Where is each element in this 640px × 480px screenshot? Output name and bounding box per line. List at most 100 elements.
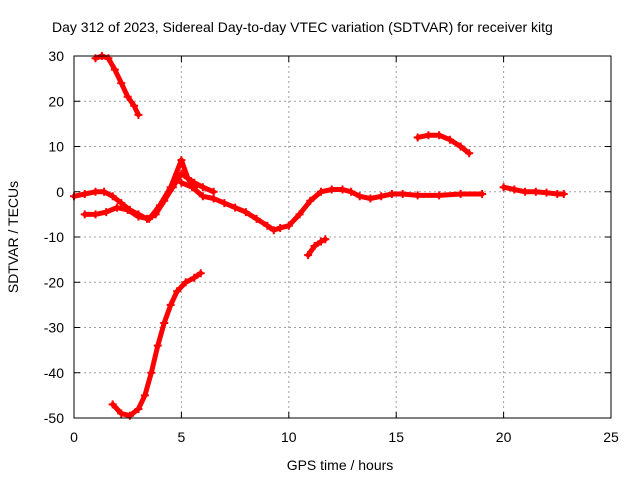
data-point	[147, 368, 156, 377]
data-point	[398, 190, 407, 199]
data-point	[102, 208, 111, 217]
data-point	[112, 203, 121, 212]
y-tick-label: 20	[48, 93, 64, 109]
data-point	[134, 404, 143, 413]
y-tick-label: 10	[48, 139, 64, 155]
series-arc-right-end	[501, 184, 567, 197]
data-point	[252, 214, 261, 223]
y-tick-label: -10	[44, 229, 64, 245]
data-point	[521, 187, 530, 196]
x-tick-label: 25	[603, 429, 619, 445]
data-point	[140, 391, 149, 400]
data-point	[190, 273, 199, 282]
data-point	[110, 65, 119, 74]
data-point	[542, 188, 551, 197]
data-point	[134, 212, 143, 221]
y-tick-label: -40	[44, 365, 64, 381]
data-point	[134, 110, 143, 119]
data-point	[183, 174, 192, 183]
data-point	[123, 92, 132, 101]
data-series-group	[70, 52, 568, 420]
y-axis-ticks: -50 -40 -30 -20 -10 0 10 20 30	[44, 48, 611, 426]
data-point	[347, 187, 356, 196]
x-tick-label: 5	[178, 429, 186, 445]
y-tick-label: -30	[44, 320, 64, 336]
data-point	[387, 190, 396, 199]
series-arc-small	[305, 236, 328, 258]
data-point	[317, 237, 326, 246]
data-point	[478, 190, 487, 199]
data-point	[366, 194, 375, 203]
data-point	[413, 133, 422, 142]
data-point	[263, 221, 272, 230]
data-point	[304, 251, 313, 260]
data-point	[338, 185, 347, 194]
data-point	[209, 194, 218, 203]
data-point	[456, 142, 465, 151]
y-tick-label: -20	[44, 274, 64, 290]
data-point	[531, 187, 540, 196]
data-point	[424, 131, 433, 140]
y-axis-label: SDTVAR / TECUs	[5, 181, 21, 293]
data-point	[355, 192, 364, 201]
data-point	[241, 208, 250, 217]
data-point	[295, 210, 304, 219]
data-point	[153, 341, 162, 350]
y-tick-label: 0	[56, 184, 64, 200]
data-point	[181, 278, 190, 287]
data-point	[499, 183, 508, 192]
data-point	[435, 191, 444, 200]
data-point	[465, 149, 474, 158]
data-point	[166, 183, 175, 192]
y-tick-label: 30	[48, 48, 64, 64]
data-point	[209, 187, 218, 196]
data-point	[130, 101, 139, 110]
data-point	[91, 210, 100, 219]
data-point	[284, 221, 293, 230]
data-point	[117, 79, 126, 88]
data-point	[145, 214, 154, 223]
data-point	[117, 199, 126, 208]
x-tick-label: 20	[496, 429, 512, 445]
data-point	[435, 131, 444, 140]
data-point	[108, 400, 117, 409]
data-point	[117, 409, 126, 418]
x-axis-label: GPS time / hours	[287, 457, 394, 473]
series-arc-bottom	[110, 270, 204, 419]
data-point	[108, 192, 117, 201]
data-point	[160, 318, 169, 327]
x-axis-ticks: 0 5 10 15 20 25	[70, 56, 619, 445]
data-point	[456, 190, 465, 199]
data-point	[377, 192, 386, 201]
data-point	[100, 187, 109, 196]
chart-title: Day 312 of 2023, Sidereal Day-to-day VTE…	[52, 19, 553, 35]
data-point	[413, 191, 422, 200]
data-point	[327, 185, 336, 194]
data-point	[166, 300, 175, 309]
data-point	[196, 269, 205, 278]
x-tick-label: 15	[388, 429, 404, 445]
data-point	[177, 156, 186, 165]
data-point	[317, 187, 326, 196]
data-point	[80, 210, 89, 219]
data-point	[269, 226, 278, 235]
data-point	[123, 205, 132, 214]
data-point	[445, 135, 454, 144]
data-point	[177, 178, 186, 187]
data-point	[188, 183, 197, 192]
data-point	[198, 183, 207, 192]
grid-lines	[74, 56, 611, 418]
data-point	[276, 223, 285, 232]
data-point	[510, 185, 519, 194]
data-point	[310, 242, 319, 251]
data-point	[306, 196, 315, 205]
data-point	[321, 235, 330, 244]
x-tick-label: 0	[70, 429, 78, 445]
data-point	[80, 190, 89, 199]
data-point	[198, 192, 207, 201]
data-point	[91, 187, 100, 196]
data-point	[173, 287, 182, 296]
data-point	[220, 199, 229, 208]
data-point	[231, 203, 240, 212]
